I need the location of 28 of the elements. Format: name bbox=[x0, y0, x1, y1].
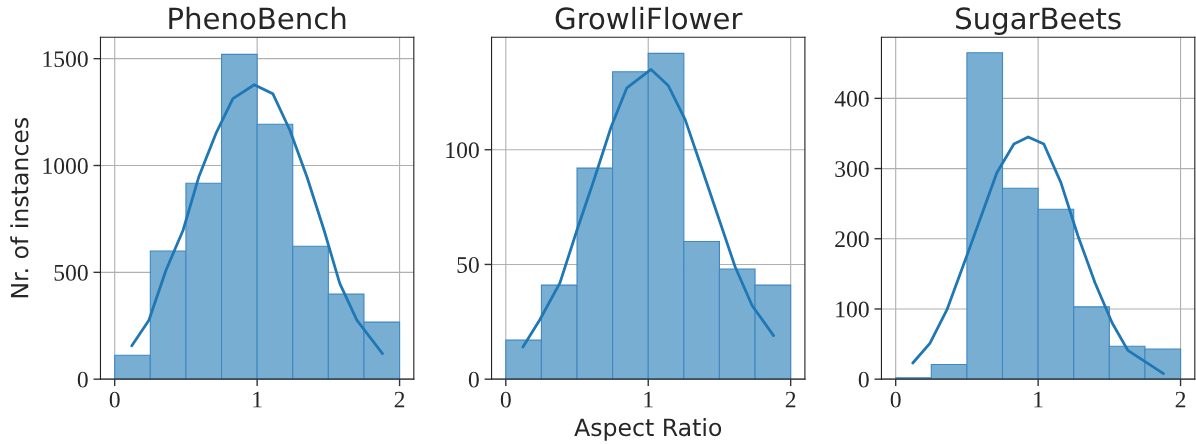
line-series bbox=[521, 68, 775, 349]
y-tick-label: 100 bbox=[446, 142, 479, 159]
y-tick-label: 50 bbox=[457, 256, 479, 273]
x-tick-label: 2 bbox=[785, 391, 796, 408]
x-tick-label: 1 bbox=[253, 391, 262, 408]
chart-title: SugarBeets bbox=[956, 7, 1121, 36]
x-tick-label: 2 bbox=[394, 391, 405, 408]
x-tick-label: 2 bbox=[1175, 391, 1186, 408]
y-tick-label: 300 bbox=[835, 161, 869, 177]
y-tick-label: 1000 bbox=[43, 157, 88, 174]
x-tick-label: 0 bbox=[109, 391, 120, 408]
y-tick-label: 0 bbox=[77, 371, 88, 388]
x-tick-label: 0 bbox=[890, 391, 901, 408]
chart-title: GrowliFlower bbox=[555, 6, 743, 30]
y-tick-label: 0 bbox=[858, 371, 869, 388]
chart-title: PhenoBench bbox=[169, 6, 346, 30]
y-tick-label: 400 bbox=[834, 90, 869, 107]
y-tick-label: 200 bbox=[835, 231, 869, 248]
y-tick-label: 1500 bbox=[43, 51, 88, 68]
y-axis-title: Nr. of instances bbox=[10, 117, 29, 298]
x-tick-label: 0 bbox=[500, 391, 511, 408]
x-tick-label: 1 bbox=[644, 391, 653, 408]
x-axis-title: Aspect Ratio bbox=[574, 417, 722, 441]
y-tick-label: 100 bbox=[836, 301, 869, 318]
x-tick-label: 1 bbox=[1034, 391, 1043, 408]
line-series bbox=[130, 83, 384, 355]
y-tick-label: 500 bbox=[54, 264, 88, 281]
y-tick-label: 0 bbox=[468, 371, 479, 388]
